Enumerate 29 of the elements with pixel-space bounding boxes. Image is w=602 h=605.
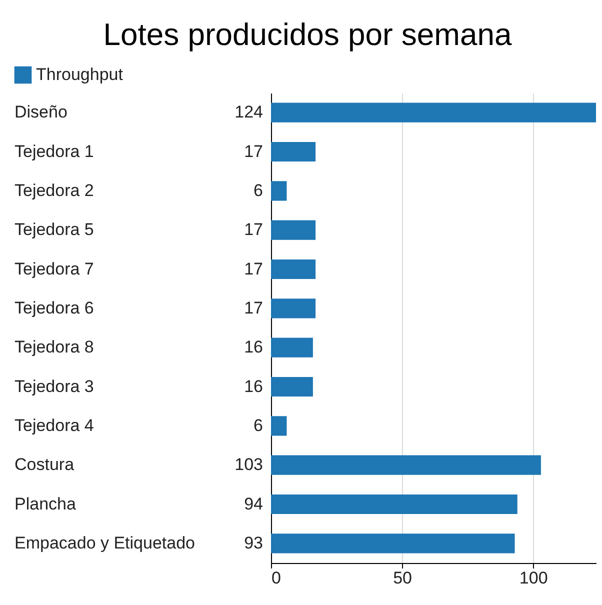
chart-title: Lotes producidos por semana [103, 17, 512, 52]
data-label: 17 [244, 298, 263, 318]
y-tick-label: Tejedora 8 [14, 338, 94, 357]
y-tick-label: Tejedora 1 [14, 142, 94, 161]
data-label: 6 [254, 416, 263, 435]
data-label: 16 [244, 376, 263, 396]
data-label: 94 [244, 494, 263, 514]
x-tick-label: 0 [272, 568, 281, 588]
y-tick-label: Tejedora 4 [14, 416, 94, 435]
y-tick-label: Costura [14, 455, 75, 474]
y-tick-label: Tejedora 5 [14, 220, 94, 240]
data-label: 124 [234, 102, 263, 122]
y-tick-label: Diseño [14, 102, 68, 122]
y-tick-label: Tejedora 3 [14, 376, 94, 396]
x-tick-label: 50 [393, 568, 412, 588]
data-label: 103 [234, 455, 263, 474]
data-label: 16 [244, 338, 263, 357]
y-tick-label: Empacado y Etiquetado [14, 533, 196, 552]
data-label: 17 [244, 220, 263, 240]
data-label: 17 [244, 259, 263, 278]
y-tick-label: Tejedora 6 [14, 298, 94, 318]
x-tick-label: 100 [519, 568, 548, 588]
y-tick-label: Tejedora 2 [14, 180, 94, 200]
data-label: 6 [254, 180, 263, 200]
y-tick-label: Plancha [14, 494, 76, 514]
data-label: 17 [244, 142, 263, 161]
legend-label: Throughput [36, 65, 124, 84]
y-tick-label: Tejedora 7 [14, 259, 94, 278]
data-label: 93 [244, 533, 263, 552]
